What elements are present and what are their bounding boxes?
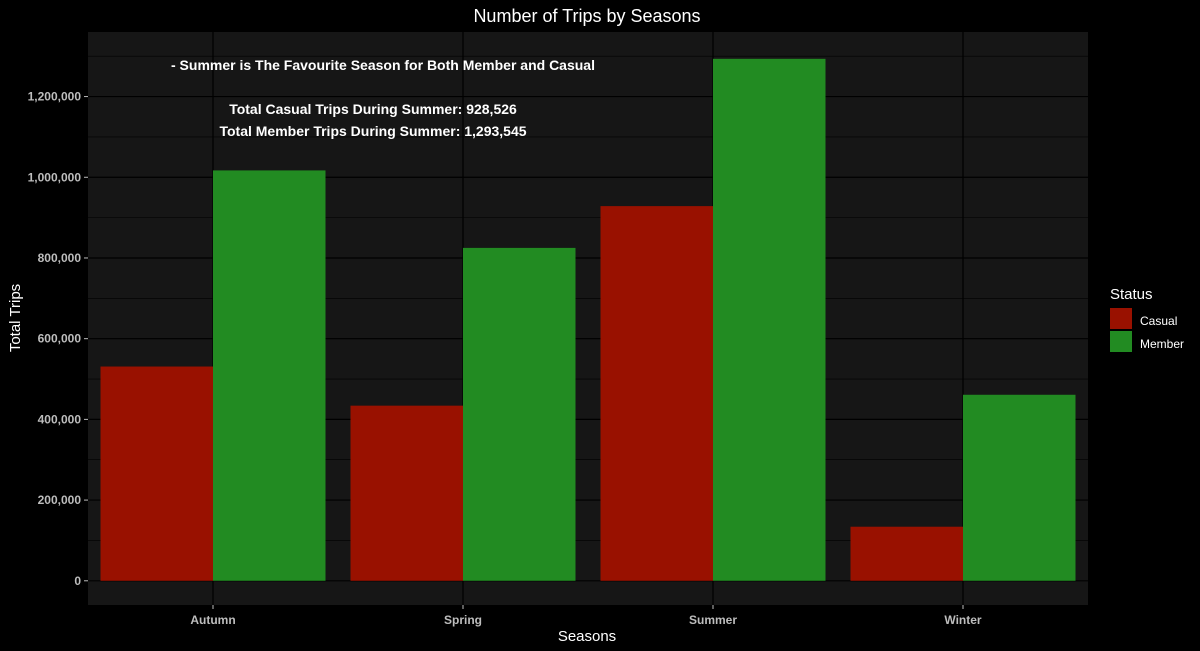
bar-spring-member bbox=[463, 247, 576, 581]
y-axis-title: Total Trips bbox=[7, 284, 24, 352]
bar-winter-casual bbox=[850, 526, 963, 581]
x-axis-ticks: Autumn Spring Summer Winter bbox=[190, 605, 982, 627]
x-tick-label: Winter bbox=[944, 613, 982, 627]
legend: Status Casual Member bbox=[1110, 286, 1184, 352]
legend-label-member: Member bbox=[1140, 337, 1184, 351]
legend-swatch-member bbox=[1110, 331, 1132, 352]
bar-autumn-member bbox=[213, 170, 326, 581]
x-tick-label: Autumn bbox=[190, 613, 235, 627]
annotation-headline: - Summer is The Favourite Season for Bot… bbox=[171, 57, 595, 73]
x-axis-title: Seasons bbox=[558, 628, 616, 645]
y-tick-label: 0 bbox=[74, 574, 81, 588]
bar-spring-casual bbox=[350, 405, 463, 581]
legend-title: Status bbox=[1110, 286, 1153, 303]
chart-title: Number of Trips by Seasons bbox=[473, 6, 700, 26]
y-tick-label: 600,000 bbox=[38, 332, 82, 346]
bars bbox=[100, 58, 1076, 581]
y-axis-ticks: 0 200,000 400,000 600,000 800,000 1,000,000 1,… bbox=[28, 90, 88, 588]
bar-summer-member bbox=[713, 58, 826, 581]
annotation-casual-total: Total Casual Trips During Summer: 928,52… bbox=[229, 101, 517, 117]
x-tick-label: Summer bbox=[689, 613, 737, 627]
legend-swatch-casual bbox=[1110, 308, 1132, 329]
y-tick-label: 400,000 bbox=[38, 412, 82, 426]
bar-autumn-casual bbox=[100, 366, 213, 581]
y-tick-label: 1,200,000 bbox=[28, 90, 82, 104]
legend-label-casual: Casual bbox=[1140, 314, 1177, 328]
y-tick-label: 800,000 bbox=[38, 251, 82, 265]
y-tick-label: 1,000,000 bbox=[28, 170, 82, 184]
bar-summer-casual bbox=[600, 206, 713, 581]
y-tick-label: 200,000 bbox=[38, 493, 82, 507]
annotation-member-total: Total Member Trips During Summer: 1,293,… bbox=[219, 123, 526, 139]
x-tick-label: Spring bbox=[444, 613, 482, 627]
bar-winter-member bbox=[963, 394, 1076, 581]
